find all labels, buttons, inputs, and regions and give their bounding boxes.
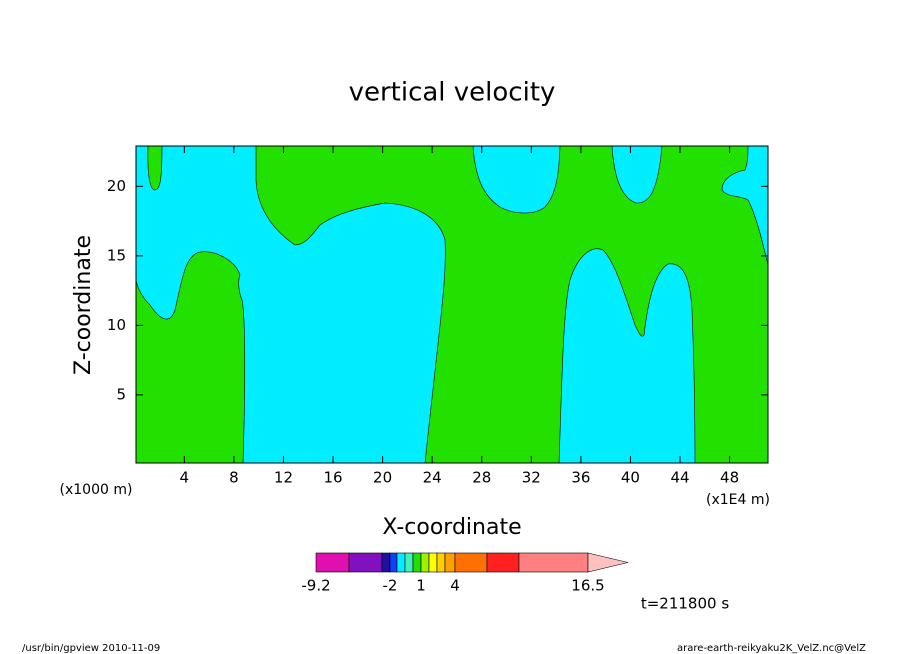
- x-unit-label: (x1E4 m): [706, 492, 770, 508]
- contour-fill-negative: [721, 145, 769, 266]
- annotation: t=211800 s: [641, 595, 729, 613]
- colorbar-segment: [454, 552, 488, 573]
- contour-fill-negative: [135, 145, 446, 464]
- colorbar-segment: [518, 552, 589, 573]
- x-tick-label: 4: [180, 469, 190, 487]
- x-tick-label: 36: [571, 469, 590, 487]
- colorbar-label: 4: [450, 577, 460, 595]
- footer-right: arare-earth-reikyaku2K_VelZ.nc@VelZ: [677, 643, 866, 654]
- colorbar-label: 16.5: [571, 577, 604, 595]
- x-tick-label: 48: [720, 469, 739, 487]
- colorbar-segment: [348, 552, 383, 573]
- y-unit-label: (x1000 m): [60, 482, 133, 498]
- colorbar-segment: [486, 552, 520, 573]
- colorbar-segment: [315, 552, 350, 573]
- contour-fill-negative: [472, 145, 561, 214]
- plot-frame: [135, 145, 769, 464]
- colorbar-segment: [389, 552, 398, 573]
- x-tick-label: 20: [373, 469, 392, 487]
- colorbar-label: -2: [383, 577, 398, 595]
- y-tick-label: 20: [107, 177, 126, 195]
- plot-area: [135, 145, 769, 464]
- colorbar-label: -9.2: [301, 577, 330, 595]
- colorbar-segment: [404, 552, 414, 573]
- y-tick-label: 5: [116, 385, 126, 403]
- x-axis-title: X-coordinate: [382, 515, 521, 540]
- colorbar-segment: [381, 552, 391, 573]
- colorbar-segment: [436, 552, 446, 573]
- colorbar-segment: [444, 552, 456, 573]
- x-tick-label: 16: [323, 469, 342, 487]
- y-tick-label: 10: [107, 316, 126, 334]
- x-tick-label: 44: [670, 469, 689, 487]
- contour-fill-negative: [558, 248, 696, 464]
- y-tick-label: 15: [107, 246, 126, 264]
- x-tick-label: 40: [621, 469, 640, 487]
- y-axis-title: Z-coordinate: [71, 235, 96, 375]
- x-tick-label: 32: [522, 469, 541, 487]
- colorbar-arrow: [587, 552, 629, 573]
- colorbar-segment: [420, 552, 430, 573]
- colorbar-segment: [396, 552, 406, 573]
- colorbar-segment: [412, 552, 422, 573]
- x-tick-label: 8: [229, 469, 239, 487]
- colorbar-label: 1: [416, 577, 426, 595]
- x-tick-label: 24: [423, 469, 442, 487]
- contour-regions: [135, 145, 769, 464]
- x-tick-label: 12: [274, 469, 293, 487]
- contour-fill-negative: [611, 145, 663, 204]
- colorbar-segment: [428, 552, 438, 573]
- footer-left: /usr/bin/gpview 2010-11-09: [22, 643, 160, 654]
- chart-title: vertical velocity: [349, 78, 556, 108]
- x-tick-label: 28: [472, 469, 491, 487]
